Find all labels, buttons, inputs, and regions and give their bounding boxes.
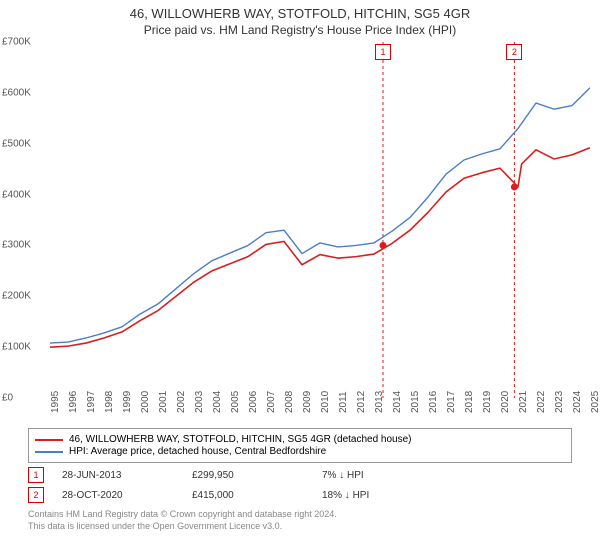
x-axis-label: 2014 — [392, 391, 403, 413]
x-axis-label: 2018 — [464, 391, 475, 413]
x-axis-label: 1999 — [122, 391, 133, 413]
sale-marker-icon: 2 — [506, 44, 522, 60]
sale-date: 28-OCT-2020 — [62, 490, 192, 501]
sale-change: 18% ↓ HPI — [322, 490, 452, 501]
x-axis-label: 2012 — [356, 391, 367, 413]
footer-line: This data is licensed under the Open Gov… — [28, 521, 572, 533]
legend-swatch — [35, 451, 63, 453]
x-axis-label: 1996 — [68, 391, 79, 413]
x-axis-label: 2015 — [410, 391, 421, 413]
legend-swatch — [35, 439, 63, 441]
sale-marker-icon: 1 — [375, 44, 391, 60]
x-axis-label: 2005 — [230, 391, 241, 413]
x-axis-label: 2024 — [572, 391, 583, 413]
legend-item: 46, WILLOWHERB WAY, STOTFOLD, HITCHIN, S… — [35, 434, 565, 445]
x-axis-label: 1998 — [104, 391, 115, 413]
x-axis-label: 2023 — [554, 391, 565, 413]
x-axis-label: 2013 — [374, 391, 385, 413]
x-axis-label: 2020 — [500, 391, 511, 413]
x-axis-label: 2004 — [212, 391, 223, 413]
sale-price: £299,950 — [192, 470, 322, 481]
x-axis-label: 2002 — [176, 391, 187, 413]
x-axis-label: 1995 — [50, 391, 61, 413]
y-axis-label: £700K — [2, 37, 31, 48]
x-axis-label: 1997 — [86, 391, 97, 413]
chart-title: 46, WILLOWHERB WAY, STOTFOLD, HITCHIN, S… — [0, 0, 600, 21]
footer: Contains HM Land Registry data © Crown c… — [28, 509, 572, 532]
y-axis-label: £300K — [2, 240, 31, 251]
legend-label: 46, WILLOWHERB WAY, STOTFOLD, HITCHIN, S… — [69, 434, 412, 445]
page: 46, WILLOWHERB WAY, STOTFOLD, HITCHIN, S… — [0, 0, 600, 560]
sale-marker-2: 2 — [28, 487, 44, 503]
x-axis-label: 2000 — [140, 391, 151, 413]
legend-label: HPI: Average price, detached house, Cent… — [69, 446, 326, 457]
plot-area: £0£100K£200K£300K£400K£500K£600K£700K199… — [50, 42, 590, 398]
footer-line: Contains HM Land Registry data © Crown c… — [28, 509, 572, 521]
x-axis-label: 2003 — [194, 391, 205, 413]
y-axis-label: £600K — [2, 87, 31, 98]
sale-row: 1 28-JUN-2013 £299,950 7% ↓ HPI — [28, 467, 572, 483]
x-axis-label: 2008 — [284, 391, 295, 413]
x-axis-label: 2022 — [536, 391, 547, 413]
y-axis-label: £100K — [2, 342, 31, 353]
chart-svg — [50, 42, 590, 398]
sale-date: 28-JUN-2013 — [62, 470, 192, 481]
legend: 46, WILLOWHERB WAY, STOTFOLD, HITCHIN, S… — [28, 428, 572, 463]
x-axis-label: 2001 — [158, 391, 169, 413]
sale-row: 2 28-OCT-2020 £415,000 18% ↓ HPI — [28, 487, 572, 503]
x-axis-label: 2009 — [302, 391, 313, 413]
x-axis-label: 2016 — [428, 391, 439, 413]
chart-area: £0£100K£200K£300K£400K£500K£600K£700K199… — [50, 41, 590, 422]
x-axis-label: 2011 — [338, 391, 349, 413]
sale-change: 7% ↓ HPI — [322, 470, 452, 481]
y-axis-label: £0 — [2, 393, 13, 404]
sale-price: £415,000 — [192, 490, 322, 501]
x-axis-label: 2021 — [518, 391, 529, 413]
x-axis-label: 2006 — [248, 391, 259, 413]
x-axis-label: 2025 — [590, 391, 600, 413]
y-axis-label: £200K — [2, 291, 31, 302]
legend-item: HPI: Average price, detached house, Cent… — [35, 446, 565, 457]
x-axis-label: 2017 — [446, 391, 457, 413]
y-axis-label: £500K — [2, 138, 31, 149]
sales-table: 1 28-JUN-2013 £299,950 7% ↓ HPI 2 28-OCT… — [28, 467, 572, 503]
chart-subtitle: Price paid vs. HM Land Registry's House … — [0, 21, 600, 41]
sale-marker-1: 1 — [28, 467, 44, 483]
x-axis-label: 2007 — [266, 391, 277, 413]
x-axis-label: 2019 — [482, 391, 493, 413]
y-axis-label: £400K — [2, 189, 31, 200]
x-axis-label: 2010 — [320, 391, 331, 413]
